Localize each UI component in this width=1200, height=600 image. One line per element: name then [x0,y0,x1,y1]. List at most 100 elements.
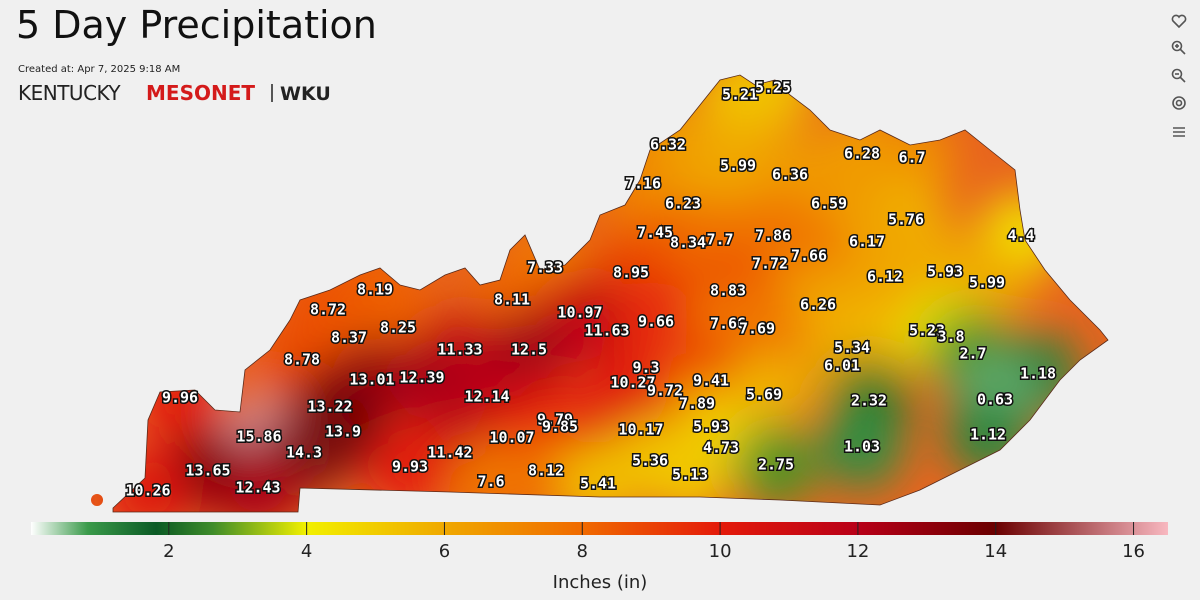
station-value: 7.66 [710,315,746,333]
station-value: 6.01 [824,357,860,375]
brand: KENTUCKY MESONET WKU [18,81,331,105]
station-value: 7.72 [752,255,788,273]
station-value: 5.36 [632,452,668,470]
station-value: 1.12 [970,426,1006,444]
station-value: 6.7 [898,149,925,167]
station-value: 5.99 [720,157,756,175]
station-value: 7.45 [637,224,673,242]
station-value: 10.27 [610,374,655,392]
colorbar-tick-label: 2 [163,541,174,562]
station-value: 2.75 [758,456,794,474]
station-value: 8.95 [613,264,649,282]
brand-wku: WKU [280,83,331,105]
station-value: 6.28 [844,145,880,163]
station-value: 6.59 [811,195,847,213]
station-value: 13.22 [307,398,352,416]
station-value: 10.97 [557,304,602,322]
station-value: 5.93 [927,263,963,281]
station-value: 5.13 [672,466,708,484]
station-labels: 5.215.25 6.32 5.99 6.28 6.7 6.36 7.166.23 6.59 5… [124,77,1058,501]
station-value: 4.4 [1007,227,1034,245]
zoom-in-button[interactable] [1171,40,1186,55]
station-value: 11.63 [584,322,629,340]
station-value: 0.63 [977,391,1013,409]
colorbar-tick-label: 12 [846,541,869,562]
station-value: 6.12 [867,268,903,286]
station-value: 7.6 [477,473,504,491]
created-at: Created at: Apr 7, 2025 9:18 AM [18,64,180,75]
colorbar: 2 4 6 8 10 12 14 16 [31,522,1168,562]
brand-mesonet: MESONET [146,81,255,105]
station-value: 6.17 [849,233,885,251]
station-value: 7.89 [679,395,715,413]
station-value: 10.26 [125,482,170,500]
station-value: 7.7 [706,231,733,249]
colorbar-label: Inches (in) [553,572,648,593]
precip-blob [648,433,732,512]
station-value: 8.19 [357,281,393,299]
station-value: 12.39 [399,369,444,387]
station-value: 5.34 [834,339,870,357]
favorite-button[interactable] [1171,14,1187,29]
station-value: 15.86 [236,428,281,446]
station-value: 8.78 [284,351,320,369]
title: 5 Day Precipitation [16,3,377,47]
station-value: 6.23 [665,195,701,213]
station-value: 1.18 [1020,365,1056,383]
station-value: 13.01 [349,371,394,389]
zoom-out-button[interactable] [1171,68,1186,83]
station-value: 9.72 [647,382,683,400]
station-value: 8.83 [710,282,746,300]
station-value: 6.26 [800,296,836,314]
station-value: 5.99 [969,274,1005,292]
station-value: 5.25 [755,79,791,97]
station-value: 9.85 [542,418,578,436]
station-value: 2.7 [959,345,986,363]
station-value: 12.14 [464,388,509,406]
station-value: 3.8 [937,328,964,346]
precip-blob [380,336,464,420]
station-value: 8.34 [670,234,706,252]
station-value: 10.17 [618,421,663,439]
colorbar-tick-label: 8 [577,541,588,562]
colorbar-tick-label: 4 [301,541,312,562]
station-value: 8.12 [528,462,564,480]
colorbar-tick-label: 16 [1122,541,1145,562]
colorbar-ramp [31,522,1168,535]
station-value: 9.79 [537,411,573,429]
precip-blob [216,446,300,512]
station-value: 1.03 [844,438,880,456]
precip-blob [731,75,815,130]
station-value: 7.16 [625,175,661,193]
station-value: 7.66 [791,247,827,265]
station-value: 7.86 [755,227,791,245]
station-value: 9.41 [693,372,729,390]
station-value: 9.3 [632,359,659,377]
brand-kentucky: KENTUCKY [18,81,121,105]
colorbar-tick-label: 6 [439,541,450,562]
precip-blob [368,425,452,509]
station-value: 9.93 [392,458,428,476]
station-value: 11.33 [437,341,482,359]
station-value: 7.69 [739,320,775,338]
station-value: 12.43 [235,479,280,497]
layers-button[interactable] [1173,127,1185,137]
station-value: 8.37 [331,329,367,347]
station-value: 8.72 [310,301,346,319]
reset-view-button[interactable] [1172,96,1186,110]
colorbar-tick-label: 10 [709,541,732,562]
toolbar [1171,14,1187,137]
state-outline [112,74,1109,513]
station-value: 11.42 [427,444,472,462]
precip-blob [734,423,818,507]
station-value: 8.25 [380,319,416,337]
precip-blob [820,405,904,489]
station-value: 5.41 [580,475,616,493]
station-value: 5.21 [722,86,758,104]
station-value: 6.32 [650,136,686,154]
station-value: 9.66 [638,313,674,331]
station-value: 9.96 [162,389,198,407]
station-value: 4.73 [703,439,739,457]
station-value: 5.76 [888,211,924,229]
